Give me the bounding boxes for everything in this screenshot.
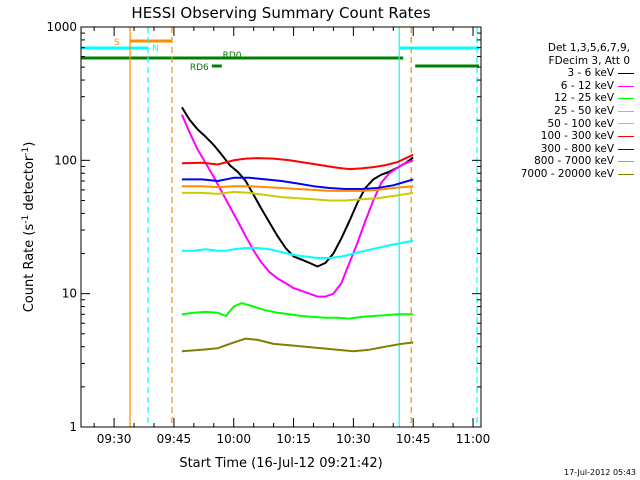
x-tick-label: 10:45 bbox=[396, 432, 431, 446]
legend-item: 12 - 25 keV bbox=[486, 92, 634, 105]
legend-swatch bbox=[618, 135, 634, 137]
series-line bbox=[181, 176, 414, 190]
flag-label: S bbox=[114, 38, 120, 48]
legend-label: 800 - 7000 keV bbox=[534, 155, 614, 168]
series-line bbox=[181, 337, 414, 353]
y-tick-label: 1 bbox=[69, 420, 77, 434]
y-label-part: ) bbox=[22, 142, 37, 147]
legend-swatch bbox=[618, 123, 634, 125]
legend-label: 6 - 12 keV bbox=[560, 79, 614, 92]
vertical-markers bbox=[129, 27, 478, 427]
series-line bbox=[181, 239, 414, 259]
legend-item: 6 - 12 keV bbox=[486, 80, 634, 93]
flag-label: RD6 bbox=[190, 63, 209, 73]
x-tick-label: 10:15 bbox=[276, 432, 311, 446]
legend-label: 3 - 6 keV bbox=[567, 67, 614, 80]
series-group bbox=[180, 106, 414, 353]
legend-item: 7000 - 20000 keV bbox=[486, 168, 634, 181]
y-axis-label: Count Rate (s-1 detector-1) bbox=[21, 142, 37, 313]
flag-label: N bbox=[152, 44, 159, 54]
legend-label: 7000 - 20000 keV bbox=[520, 167, 614, 180]
x-tick-label: 10:30 bbox=[336, 432, 371, 446]
legend-swatch bbox=[618, 85, 634, 87]
series-line bbox=[181, 185, 414, 192]
legend-item: 800 - 7000 keV bbox=[486, 155, 634, 168]
legend-item: 50 - 100 keV bbox=[486, 118, 634, 131]
flag-bars: S N RD0 RD6 bbox=[81, 38, 480, 73]
legend-header-line: Det 1,3,5,6,7,9, bbox=[547, 42, 630, 54]
legend: Det 1,3,5,6,7,9, FDecim 3, Att 0 3 - 6 k… bbox=[486, 42, 634, 181]
y-label-sup: -1 bbox=[21, 215, 31, 224]
x-tick-label: 10:00 bbox=[216, 432, 251, 446]
chart-title: HESSI Observing Summary Count Rates bbox=[131, 4, 430, 22]
flag-label: RD0 bbox=[223, 51, 242, 61]
series-line bbox=[181, 302, 414, 320]
series-line bbox=[181, 190, 414, 202]
legend-swatch bbox=[618, 148, 634, 150]
legend-label: 25 - 50 keV bbox=[554, 104, 614, 117]
legend-swatch bbox=[618, 72, 634, 74]
y-axis: 1 10 100 1000 bbox=[46, 20, 481, 434]
series-line bbox=[181, 153, 414, 171]
legend-item: 25 - 50 keV bbox=[486, 105, 634, 118]
x-tick-label: 09:45 bbox=[157, 432, 192, 446]
legend-label: 100 - 300 keV bbox=[540, 130, 614, 143]
legend-label: 12 - 25 keV bbox=[554, 92, 614, 105]
legend-swatch bbox=[618, 173, 634, 175]
y-tick-label: 10 bbox=[62, 287, 77, 301]
legend-swatch bbox=[618, 110, 634, 112]
legend-swatch bbox=[618, 161, 634, 163]
x-axis-label: Start Time (16-Jul-12 09:21:42) bbox=[179, 456, 382, 471]
plot-frame bbox=[80, 26, 482, 428]
x-tick-label: 09:30 bbox=[97, 432, 132, 446]
x-tick-label: 11:00 bbox=[456, 432, 491, 446]
y-label-sup: -1 bbox=[21, 147, 31, 156]
legend-header-line: FDecim 3, Att 0 bbox=[548, 54, 630, 67]
legend-label: 50 - 100 keV bbox=[547, 117, 614, 130]
legend-label: 300 - 800 keV bbox=[540, 142, 614, 155]
y-label-part: detector bbox=[22, 155, 37, 215]
legend-item: 300 - 800 keV bbox=[486, 143, 634, 156]
series-line bbox=[180, 114, 414, 298]
x-axis: 09:30 09:45 10:00 10:15 10:30 10:45 11:00 bbox=[93, 27, 491, 446]
timestamp: 17-Jul-2012 05:43 bbox=[563, 468, 636, 477]
y-tick-label: 100 bbox=[54, 153, 77, 167]
legend-item: 100 - 300 keV bbox=[486, 130, 634, 143]
legend-swatch bbox=[618, 98, 634, 100]
series-line bbox=[181, 106, 414, 268]
y-tick-label: 1000 bbox=[46, 20, 77, 34]
legend-item: 3 - 6 keV bbox=[486, 67, 634, 80]
y-label-part: Count Rate (s bbox=[22, 224, 37, 313]
